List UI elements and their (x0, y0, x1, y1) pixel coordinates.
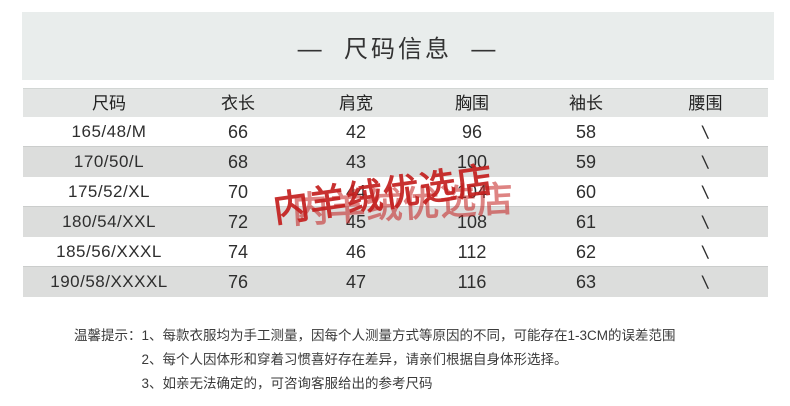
table-row: 190/58/XXXXL 76 47 116 63 \ (23, 267, 768, 297)
cell-shoulder-width: 44 (345, 182, 367, 202)
cell-sleeve-length: 58 (575, 122, 597, 142)
cell-bust: 112 (457, 242, 487, 262)
cell-size: 190/58/XXXXL (50, 272, 168, 291)
cell-waist: \ (700, 152, 711, 171)
cell-shoulder-width: 42 (345, 122, 367, 142)
cell-garment-length: 72 (227, 212, 249, 232)
cell-bust: 100 (456, 152, 488, 172)
cell-garment-length: 74 (227, 242, 249, 262)
cell-bust: 96 (461, 122, 483, 142)
cell-sleeve-length: 61 (575, 212, 597, 232)
size-info-header-band: — 尺码信息 — (22, 12, 774, 80)
cell-waist: \ (700, 122, 711, 141)
cell-shoulder-width: 43 (345, 152, 367, 172)
table-row: 180/54/XXL 72 45 108 61 \ (23, 207, 768, 237)
cell-waist: \ (700, 272, 711, 291)
note-item: 1、每款衣服均为手工测量，因每个人测量方式等原因的不同，可能存在1-3CM的误差… (141, 328, 676, 343)
table-header-row: 尺码 衣长 肩宽 胸围 袖长 腰围 (23, 88, 768, 117)
table-row: 185/56/XXXL 74 46 112 62 \ (23, 237, 768, 267)
notes-block: 温馨提示： 1、每款衣服均为手工测量，因每个人测量方式等原因的不同，可能存在1-… (74, 324, 760, 396)
notes-label: 温馨提示： (74, 328, 142, 343)
table-row: 165/48/M 66 42 96 58 \ (23, 117, 768, 147)
cell-bust: 108 (456, 212, 488, 232)
column-header: 衣长 (221, 94, 255, 113)
column-header: 尺码 (92, 94, 126, 113)
table-row: 175/52/XL 70 44 104 60 \ (23, 177, 768, 207)
cell-shoulder-width: 45 (345, 212, 367, 232)
note-lines: 1、每款衣服均为手工测量，因每个人测量方式等原因的不同，可能存在1-3CM的误差… (142, 324, 676, 396)
cell-sleeve-length: 63 (575, 272, 597, 292)
cell-size: 165/48/M (71, 122, 147, 141)
cell-size: 185/56/XXXL (56, 242, 162, 261)
cell-waist: \ (700, 182, 711, 201)
cell-size: 170/50/L (73, 152, 145, 171)
column-header: 腰围 (688, 94, 723, 113)
column-header: 袖长 (569, 94, 603, 113)
table-body: 165/48/M 66 42 96 58 \ 170/50/L 68 43 10… (23, 117, 768, 297)
cell-sleeve-length: 62 (575, 242, 597, 262)
cell-garment-length: 66 (227, 122, 249, 142)
cell-size: 180/54/XXL (62, 212, 156, 231)
cell-sleeve-length: 60 (575, 182, 597, 202)
cell-bust: 104 (456, 182, 488, 202)
cell-waist: \ (700, 242, 711, 261)
cell-garment-length: 68 (227, 152, 249, 172)
column-header: 肩宽 (339, 94, 373, 113)
cell-garment-length: 76 (227, 272, 249, 292)
cell-waist: \ (700, 212, 711, 231)
size-table: 尺码 衣长 肩宽 胸围 袖长 腰围 165/48/M 66 42 96 58 \ 170/… (23, 88, 768, 297)
cell-garment-length: 70 (227, 182, 249, 202)
note-item: 3、如亲无法确定的，可咨询客服给出的参考尺码 (141, 376, 433, 391)
column-header: 胸围 (455, 94, 489, 113)
table-row: 170/50/L 68 43 100 59 \ (23, 147, 768, 177)
page-title: — 尺码信息 — (297, 35, 499, 63)
cell-shoulder-width: 46 (345, 242, 367, 262)
cell-shoulder-width: 47 (345, 272, 367, 292)
cell-bust: 116 (457, 272, 487, 292)
note-item: 2、每个人因体形和穿着习惯喜好存在差异，请亲们根据自身体形选择。 (141, 352, 568, 367)
cell-sleeve-length: 59 (575, 152, 597, 172)
cell-size: 175/52/XL (67, 182, 150, 201)
